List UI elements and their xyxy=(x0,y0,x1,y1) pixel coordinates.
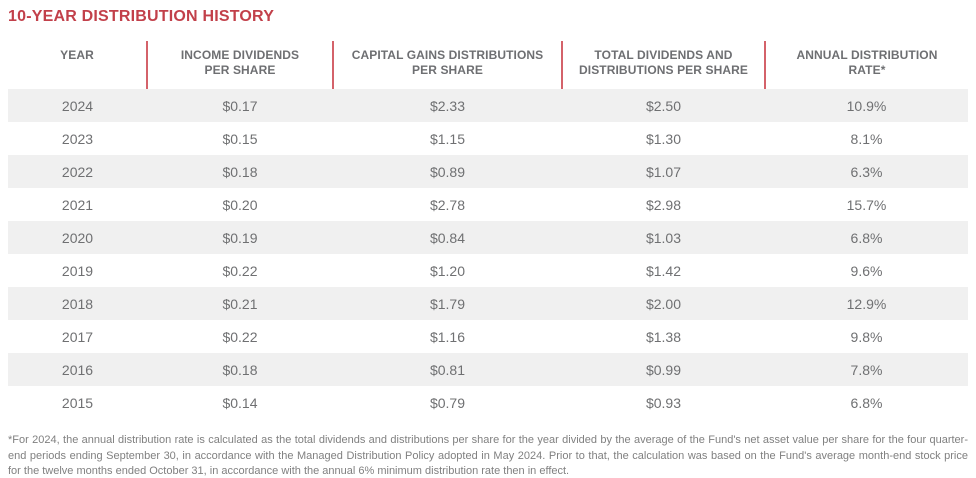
value-cell: $1.07 xyxy=(645,163,682,180)
value-cell: $0.18 xyxy=(222,361,258,378)
column-header-line: DISTRIBUTIONS PER SHARE xyxy=(579,63,748,77)
value-cell: $0.79 xyxy=(429,394,466,411)
column-header-line: INCOME DIVIDENDS xyxy=(180,48,300,62)
year-cell: 2022 xyxy=(61,163,94,180)
value-cell: 6.3% xyxy=(850,163,883,180)
column-header-line: PER SHARE xyxy=(412,63,483,77)
value-cell: $0.93 xyxy=(645,394,682,411)
value-cell: 10.9% xyxy=(846,97,887,114)
value-cell: $2.33 xyxy=(429,97,466,114)
value-cell: $1.16 xyxy=(429,328,466,345)
column-header: YEAR xyxy=(8,41,147,89)
column-header: INCOME DIVIDENDS PER SHARE xyxy=(146,41,333,89)
value-cell: $1.03 xyxy=(645,229,682,246)
table-body: 2024 $0.17 $2.33 $2.50 10.9% 2023 $0.15 $1.15 $1… xyxy=(8,89,968,419)
value-cell: $0.22 xyxy=(222,328,258,345)
value-cell: $0.22 xyxy=(222,262,258,279)
table-row: 2018 $0.21 $1.79 $2.00 12.9% xyxy=(8,287,968,320)
value-cell: $0.99 xyxy=(645,361,682,378)
value-cell: 12.9% xyxy=(846,295,887,312)
column-header-line: ANNUAL DISTRIBUTION xyxy=(796,48,938,62)
column-header-line: PER SHARE xyxy=(204,63,276,77)
year-cell: 2017 xyxy=(61,328,94,345)
value-cell: $0.19 xyxy=(222,229,258,246)
column-header-line: CAPITAL GAINS DISTRIBUTIONS xyxy=(351,48,544,62)
year-cell: 2024 xyxy=(61,97,94,114)
value-cell: $0.21 xyxy=(222,295,258,312)
year-cell: 2020 xyxy=(61,229,94,246)
column-header-line: YEAR xyxy=(60,48,94,62)
value-cell: $1.30 xyxy=(645,130,682,147)
year-cell: 2018 xyxy=(61,295,94,312)
year-cell: 2021 xyxy=(61,196,94,213)
column-header: CAPITAL GAINS DISTRIBUTIONS PER SHARE xyxy=(332,41,562,89)
distribution-history-table: YEAR INCOME DIVIDENDS PER SHARE CAPITAL GAI… xyxy=(8,41,968,419)
year-cell: 2019 xyxy=(61,262,94,279)
table-row: 2019 $0.22 $1.20 $1.42 9.6% xyxy=(8,254,968,287)
page-title: 10-YEAR DISTRIBUTION HISTORY xyxy=(8,8,275,25)
table-row: 2021 $0.20 $2.78 $2.98 15.7% xyxy=(8,188,968,221)
table-row: 2016 $0.18 $0.81 $0.99 7.8% xyxy=(8,353,968,386)
value-cell: $0.84 xyxy=(429,229,466,246)
year-cell: 2023 xyxy=(61,130,94,147)
table-header-row: YEAR INCOME DIVIDENDS PER SHARE CAPITAL GAI… xyxy=(8,41,968,89)
value-cell: 9.6% xyxy=(850,262,883,279)
value-cell: $1.38 xyxy=(645,328,682,345)
year-cell: 2016 xyxy=(61,361,94,378)
value-cell: $0.17 xyxy=(222,97,258,114)
value-cell: 6.8% xyxy=(850,229,883,246)
value-cell: $0.20 xyxy=(222,196,258,213)
column-header: ANNUAL DISTRIBUTION RATE* xyxy=(764,41,968,89)
value-cell: $0.89 xyxy=(429,163,466,180)
table-row: 2020 $0.19 $0.84 $1.03 6.8% xyxy=(8,221,968,254)
column-header: TOTAL DIVIDENDS AND DISTRIBUTIONS PER SHA… xyxy=(561,41,765,89)
table-row: 2022 $0.18 $0.89 $1.07 6.3% xyxy=(8,155,968,188)
value-cell: $2.00 xyxy=(645,295,682,312)
value-cell: $0.18 xyxy=(222,163,258,180)
value-cell: $2.78 xyxy=(429,196,466,213)
column-header-line: TOTAL DIVIDENDS AND xyxy=(594,48,733,62)
value-cell: $1.79 xyxy=(429,295,466,312)
value-cell: 6.8% xyxy=(850,394,883,411)
value-cell: $1.42 xyxy=(645,262,682,279)
table-row: 2023 $0.15 $1.15 $1.30 8.1% xyxy=(8,122,968,155)
value-cell: 9.8% xyxy=(850,328,883,345)
table-row: 2015 $0.14 $0.79 $0.93 6.8% xyxy=(8,386,968,419)
value-cell: $0.14 xyxy=(222,394,258,411)
table-header: YEAR INCOME DIVIDENDS PER SHARE CAPITAL GAI… xyxy=(8,41,968,89)
value-cell: 7.8% xyxy=(850,361,883,378)
value-cell: $1.20 xyxy=(429,262,466,279)
value-cell: $0.15 xyxy=(222,130,258,147)
year-cell: 2015 xyxy=(61,394,94,411)
value-cell: $2.50 xyxy=(645,97,682,114)
column-header-line: RATE* xyxy=(848,63,886,77)
value-cell: 8.1% xyxy=(850,130,883,147)
value-cell: $1.15 xyxy=(429,130,466,147)
footnote: *For 2024, the annual distribution rate … xyxy=(8,434,968,477)
table-row: 2024 $0.17 $2.33 $2.50 10.9% xyxy=(8,89,968,122)
table-row: 2017 $0.22 $1.16 $1.38 9.8% xyxy=(8,320,968,353)
value-cell: $0.81 xyxy=(429,361,466,378)
value-cell: 15.7% xyxy=(846,196,887,213)
value-cell: $2.98 xyxy=(645,196,682,213)
